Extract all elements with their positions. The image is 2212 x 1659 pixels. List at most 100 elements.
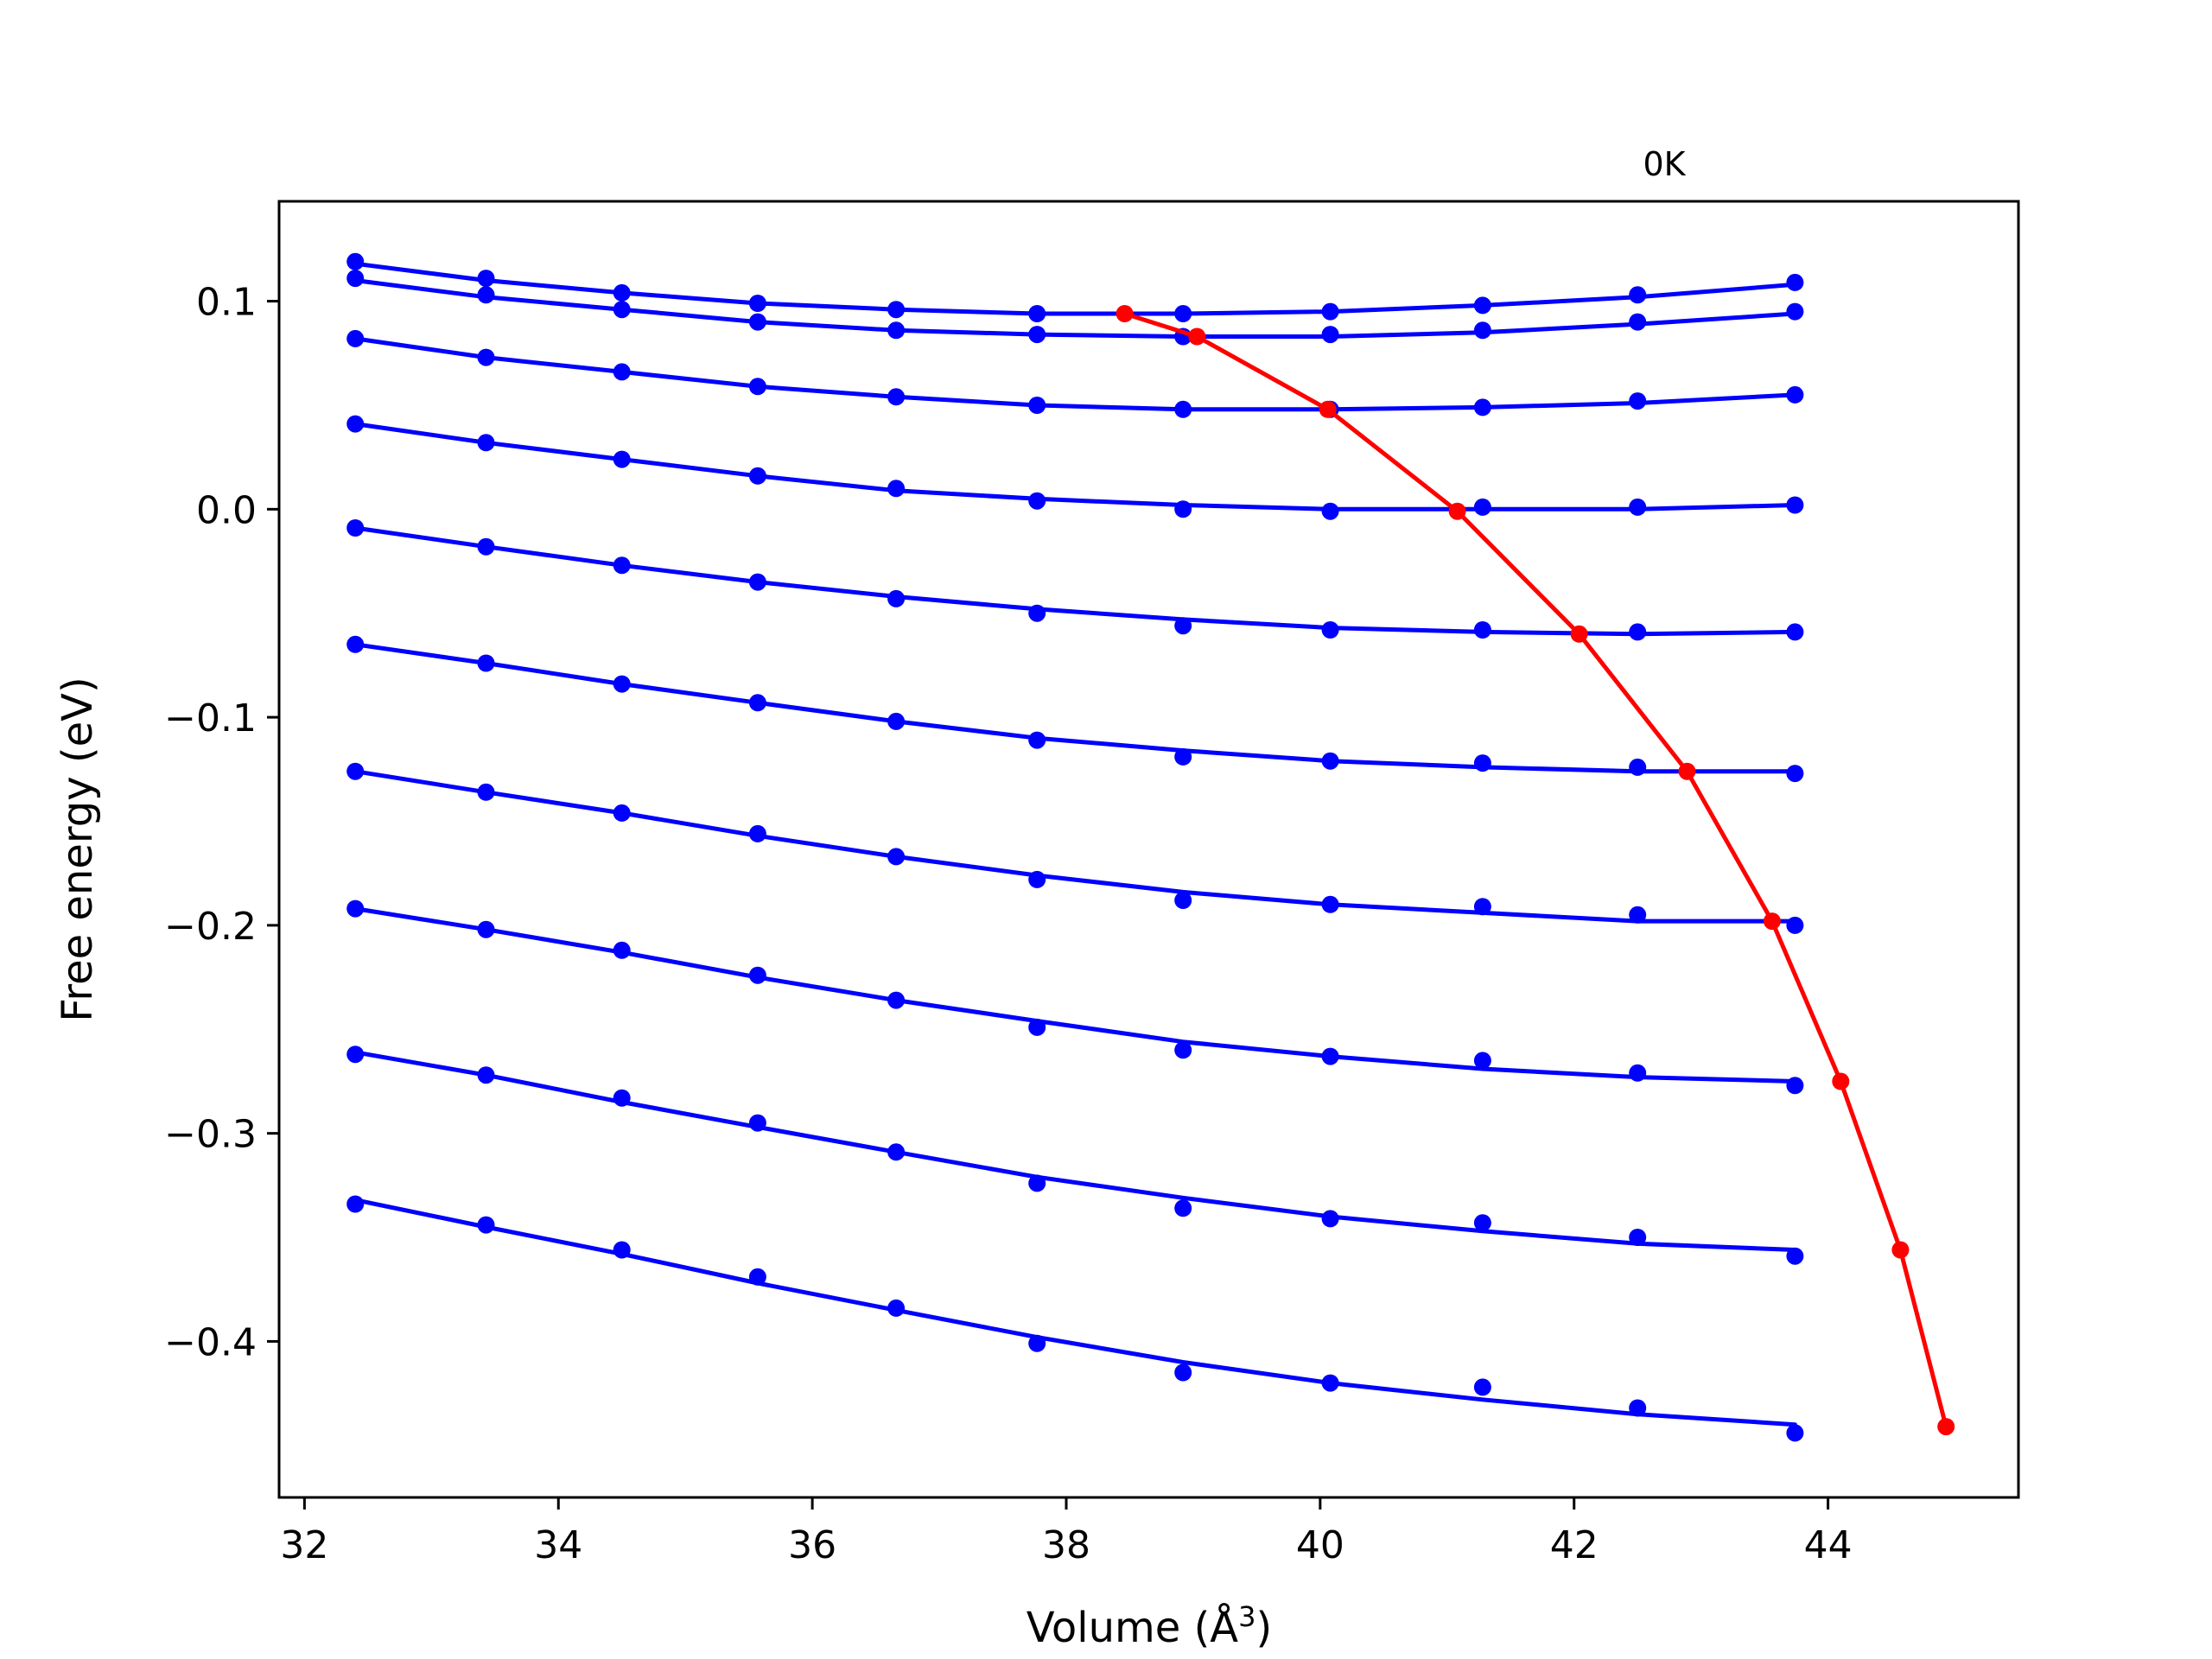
isotherm-8-point [1786, 1077, 1804, 1095]
isotherm-7-point [1786, 916, 1804, 934]
isotherm-5-point [346, 519, 365, 537]
isotherm-3-point [477, 348, 495, 366]
x-tick-label: 40 [1296, 1523, 1344, 1567]
isotherm-10-point [1174, 1363, 1192, 1382]
y-tick-label: −0.1 [164, 696, 257, 741]
y-tick-label: −0.3 [164, 1113, 257, 1157]
isotherm-9-point [1174, 1199, 1192, 1217]
isotherm-9-point [346, 1046, 365, 1064]
isotherm-8-point [1174, 1041, 1192, 1059]
isotherm-9-point [477, 1066, 495, 1084]
x-tick-label: 34 [534, 1523, 582, 1567]
isotherm-1-point [1629, 286, 1647, 304]
isotherm-1-point [1321, 302, 1339, 321]
x-tick-label: 38 [1042, 1523, 1090, 1567]
y-tick-label: −0.4 [164, 1320, 257, 1364]
x-axis: 32 34 36 38 40 42 44 [280, 1497, 1853, 1567]
isotherm-5-point [1028, 604, 1046, 622]
isotherm-9-point [1321, 1210, 1339, 1228]
isotherm-2-point [887, 321, 906, 340]
isotherm-4-point [1321, 502, 1339, 520]
isotherm-8-point [613, 941, 631, 959]
x-axis-label-text: Volume (Å [1027, 1603, 1239, 1652]
isotherm-7-point [477, 783, 495, 801]
isotherm-9-point [887, 1143, 906, 1161]
isotherm-3-point [1629, 392, 1647, 410]
isotherm-5-point [477, 537, 495, 556]
isotherm-10-point [613, 1241, 631, 1259]
isotherm-3-point [1786, 385, 1804, 404]
isotherm-5-point [613, 556, 631, 575]
isotherm-6-point [1321, 752, 1339, 770]
isotherm-9-point [748, 1114, 766, 1132]
minimum-path-point [1937, 1418, 1955, 1436]
isotherm-9-point [1786, 1247, 1804, 1265]
isotherm-5-point [1786, 623, 1804, 641]
isotherm-10-point [1629, 1399, 1647, 1417]
isotherm-4-point [1786, 496, 1804, 514]
isotherm-9-point [1028, 1174, 1046, 1192]
isotherm-5-point [1629, 623, 1647, 641]
isotherm-2-point [346, 270, 365, 288]
x-axis-label-superscript: 3 [1238, 1600, 1255, 1633]
isotherm-4-point [1028, 492, 1046, 510]
isotherm-9-point [1473, 1214, 1491, 1232]
minimum-path-line [1123, 311, 1948, 1427]
isotherm-5-point [1473, 621, 1491, 639]
isotherm-3-point [613, 363, 631, 381]
isotherm-2-point [1473, 321, 1491, 340]
isotherm-2-point [613, 301, 631, 319]
isotherm-7-point [1473, 898, 1491, 916]
isotherm-6-point [1786, 765, 1804, 783]
isotherm-3-point [887, 388, 906, 406]
minimum-path-point [1570, 625, 1588, 643]
isotherm-6-point [1473, 754, 1491, 772]
isotherm-10-point [477, 1216, 495, 1234]
y-axis-label: Free energy (eV) [54, 677, 102, 1021]
isotherm-6-point [613, 675, 631, 693]
isotherm-1-point [887, 301, 906, 319]
isotherm-1-point [613, 283, 631, 302]
isotherm-7-point [1629, 906, 1647, 924]
minimum-path-point [1763, 912, 1781, 931]
y-tick-label: −0.2 [164, 905, 257, 949]
isotherm-7-point [887, 848, 906, 866]
isotherm-6-point [1629, 758, 1647, 776]
isotherm-10-point [1321, 1374, 1339, 1392]
isotherm-8-point [887, 991, 906, 1009]
isotherm-8-point [1629, 1064, 1647, 1082]
isotherm-7-point [613, 804, 631, 822]
x-tick-label: 32 [280, 1523, 328, 1567]
isotherm-6-point [346, 635, 365, 653]
isotherm-1-point [1028, 305, 1046, 322]
isotherm-4-point [1174, 500, 1192, 518]
minimum-path-point [1319, 400, 1337, 418]
isotherm-6-point [748, 694, 766, 712]
minimum-path-point [1188, 327, 1206, 346]
x-axis-label-close: ) [1255, 1604, 1272, 1652]
x-tick-label: 36 [788, 1523, 836, 1567]
y-tick-label: 0.1 [196, 281, 257, 325]
isotherm-10-point [1028, 1334, 1046, 1352]
isotherm-3-point [346, 329, 365, 347]
isotherm-2-point [1786, 302, 1804, 321]
x-tick-label: 44 [1804, 1523, 1853, 1567]
isotherm-8-point [1473, 1052, 1491, 1070]
isotherm-9-point [1629, 1229, 1647, 1246]
isotherm-3-point [1473, 398, 1491, 416]
minimum-path-point [1448, 502, 1466, 520]
axes-frame [277, 200, 2020, 1499]
isotherm-5-point [1321, 621, 1339, 639]
isotherm-8-point [477, 920, 495, 938]
y-axis: 0.1 0.0 −0.1 −0.2 −0.3 −0.4 [164, 281, 279, 1364]
isotherm-3-point [748, 378, 766, 396]
isotherm-10-point [748, 1268, 766, 1286]
isotherm-4-point [748, 467, 766, 485]
isotherm-8-point [1321, 1047, 1339, 1065]
isotherm-7-point [748, 824, 766, 842]
plot-area [346, 252, 1955, 1442]
isotherm-2-point [1028, 326, 1046, 344]
isotherm-4-point [346, 415, 365, 433]
x-tick-label: 42 [1550, 1523, 1599, 1567]
